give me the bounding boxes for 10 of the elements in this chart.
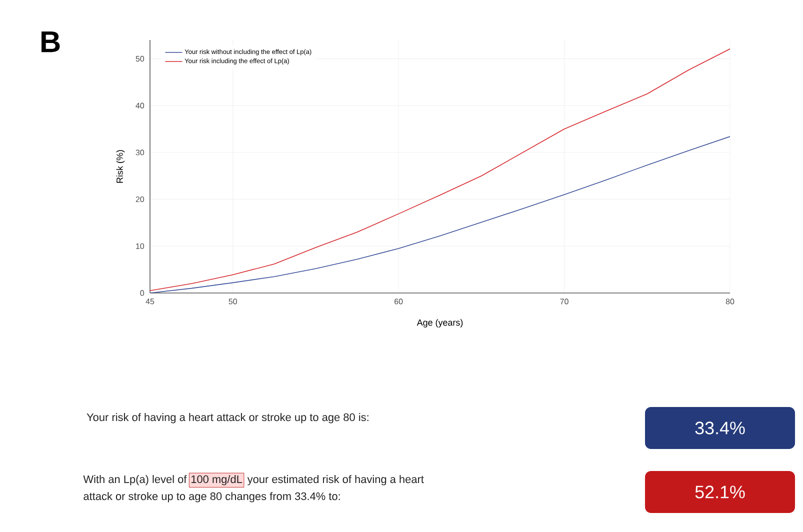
y-axis-title: Risk (%) bbox=[116, 150, 125, 183]
x-axis-title: Age (years) bbox=[416, 319, 463, 328]
text: attack or stroke up to age 80 changes from 33.4% to: bbox=[84, 492, 340, 502]
text: Your risk of having a heart attack or stroke up to age 80 is: bbox=[86, 413, 368, 424]
text: 100 mg/dL bbox=[191, 475, 242, 486]
chart-title: B bbox=[42, 32, 60, 52]
text: your estimated risk of having a heart bbox=[247, 475, 424, 486]
text: 33.4% bbox=[695, 422, 745, 434]
text: 52.1% bbox=[695, 486, 745, 498]
text: With an Lp(a) level of bbox=[83, 475, 187, 486]
